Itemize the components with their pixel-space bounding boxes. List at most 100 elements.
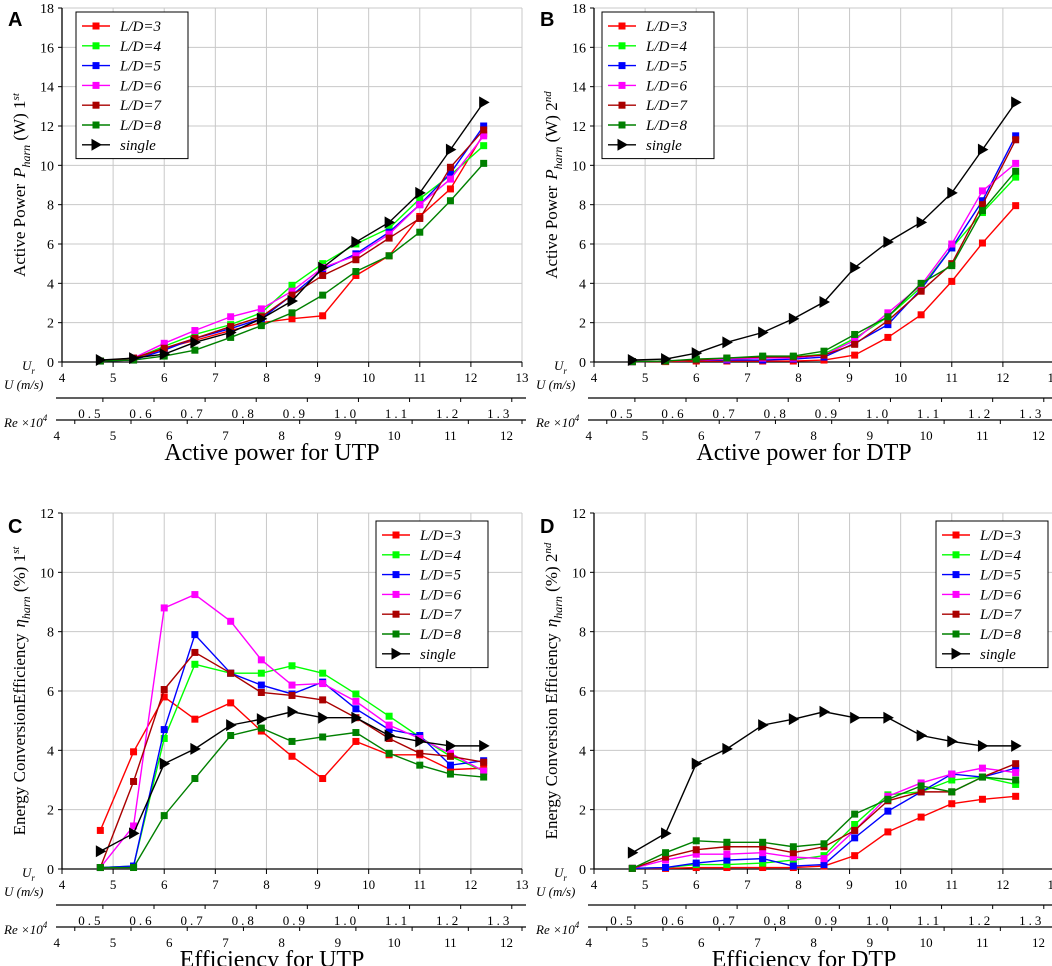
ur-axis-label: Ur: [22, 865, 35, 883]
legend-marker-ld5: [618, 62, 626, 70]
legend-label-ld3: L/D=3: [419, 528, 461, 544]
data-point-single: [627, 846, 639, 859]
legend-label-ld8: L/D=8: [119, 118, 161, 134]
aux-re-tick-label: 9: [335, 428, 342, 443]
ur-axis-label: Ur: [22, 358, 35, 376]
data-point-ld8: [319, 733, 327, 741]
data-point-single: [691, 757, 703, 770]
data-point-ld7: [917, 287, 925, 295]
data-point-single: [977, 143, 989, 156]
aux-u-tick-label: 0.6: [661, 406, 686, 421]
x-tick-label: 13: [516, 370, 529, 385]
legend-marker-ld8: [618, 121, 626, 129]
aux-u-tick-label: 0.9: [815, 913, 840, 928]
data-point-ld4: [480, 142, 488, 150]
y-axis-title: Active PowerPharn (W) 1st: [10, 92, 33, 277]
data-point-ld6: [288, 287, 296, 295]
aux-re-tick-label: 5: [642, 935, 649, 950]
data-point-ld7: [851, 826, 859, 834]
data-point-ld3: [851, 351, 859, 359]
u-axis-label: U (m/s): [536, 884, 575, 899]
data-point-single: [627, 354, 639, 367]
legend: L/D=3 L/D=4 L/D=5 L/D=6 L/D=7 L/D=8 single: [601, 11, 715, 160]
legend-label-ld4: L/D=4: [979, 548, 1021, 564]
y-axis-title: Energy Conversion Efficiencyηharn (%) 2n…: [542, 542, 565, 839]
aux-u-tick-label: 1.3: [1019, 913, 1044, 928]
aux-u-tick-label: 0.7: [712, 406, 737, 421]
data-point-ld8: [884, 313, 892, 321]
legend-label-single: single: [420, 647, 456, 663]
data-point-ld5: [759, 855, 767, 863]
x-tick-label: 12: [996, 370, 1009, 385]
aux-re-tick-label: 10: [920, 935, 933, 950]
legend-marker-ld6: [92, 81, 100, 89]
aux-re-tick-label: 6: [166, 428, 173, 443]
re-axis-label: Re ×104: [535, 920, 580, 937]
x-tick-label: 13: [1048, 370, 1052, 385]
data-point-ld8: [191, 775, 199, 783]
aux-re-tick-label: 7: [222, 935, 229, 950]
legend-marker-ld7: [392, 610, 400, 618]
legend-label-ld8: L/D=8: [419, 627, 461, 643]
y-tick-label: 0: [47, 356, 54, 371]
data-point-ld7: [480, 758, 488, 766]
y-tick-label: 8: [47, 626, 54, 641]
data-point-ld5: [352, 705, 360, 713]
data-point-ld7: [1012, 760, 1020, 768]
data-point-ld8: [917, 279, 925, 287]
legend-marker-single: [951, 647, 962, 660]
y-tick-label: 2: [47, 804, 54, 819]
data-point-ld7: [319, 271, 327, 279]
data-point-ld5: [723, 856, 731, 864]
aux-re-tick-label: 5: [642, 428, 649, 443]
x-tick-label: 5: [110, 370, 117, 385]
legend-label-ld7: L/D=7: [645, 98, 688, 114]
y-tick-label: 0: [579, 356, 586, 371]
data-point-ld7: [288, 291, 296, 299]
x-tick-label: 13: [1048, 877, 1052, 892]
data-point-ld7: [446, 163, 454, 171]
x-tick-label: 4: [591, 877, 598, 892]
data-point-ld8: [227, 732, 235, 739]
y-tick-label: 4: [47, 277, 54, 292]
data-point-single: [95, 354, 107, 367]
x-tick-label: 8: [795, 877, 802, 892]
x-tick-label: 9: [314, 877, 321, 892]
data-point-single: [445, 739, 457, 752]
aux-u-tick-label: 0.9: [283, 406, 308, 421]
panel-letter: B: [540, 9, 554, 31]
legend-label-ld3: L/D=3: [645, 19, 687, 35]
data-point-ld4: [385, 712, 393, 720]
data-point-single: [384, 216, 396, 229]
legend-label-ld5: L/D=5: [119, 59, 161, 75]
series-group: [95, 591, 490, 872]
data-point-ld8: [385, 252, 393, 260]
data-point-ld8: [978, 207, 986, 215]
data-point-ld8: [446, 770, 454, 778]
x-tick-label: 10: [894, 877, 907, 892]
x-tick-label: 11: [414, 877, 427, 892]
y-axis-title: Energy ConversionEfficiencyηharn (%) 1st: [10, 546, 33, 836]
data-point-ld7: [884, 317, 892, 325]
y-tick-label: 12: [572, 120, 586, 135]
data-point-ld4: [257, 669, 265, 677]
aux-u-tick-label: 1.0: [334, 913, 359, 928]
data-point-ld3: [978, 239, 986, 247]
aux-re-tick-label: 11: [444, 935, 457, 950]
data-point-single: [1011, 739, 1022, 752]
aux-re-tick-label: 6: [698, 428, 705, 443]
aux-re-tick-label: 7: [222, 428, 229, 443]
data-point-ld3: [917, 311, 925, 319]
data-point-single: [916, 729, 928, 742]
legend-label-ld6: L/D=6: [645, 78, 687, 94]
data-point-single: [788, 713, 800, 726]
data-point-ld7: [227, 323, 235, 331]
y-tick-label: 10: [40, 159, 54, 174]
aux-u-tick-label: 1.3: [487, 913, 512, 928]
aux-u-tick-label: 0.8: [232, 913, 257, 928]
u-axis-label: U (m/s): [536, 377, 575, 392]
aux-u-tick-label: 0.7: [180, 406, 205, 421]
data-point-single: [947, 186, 958, 199]
data-point-single: [977, 739, 989, 752]
data-point-ld6: [884, 309, 892, 317]
